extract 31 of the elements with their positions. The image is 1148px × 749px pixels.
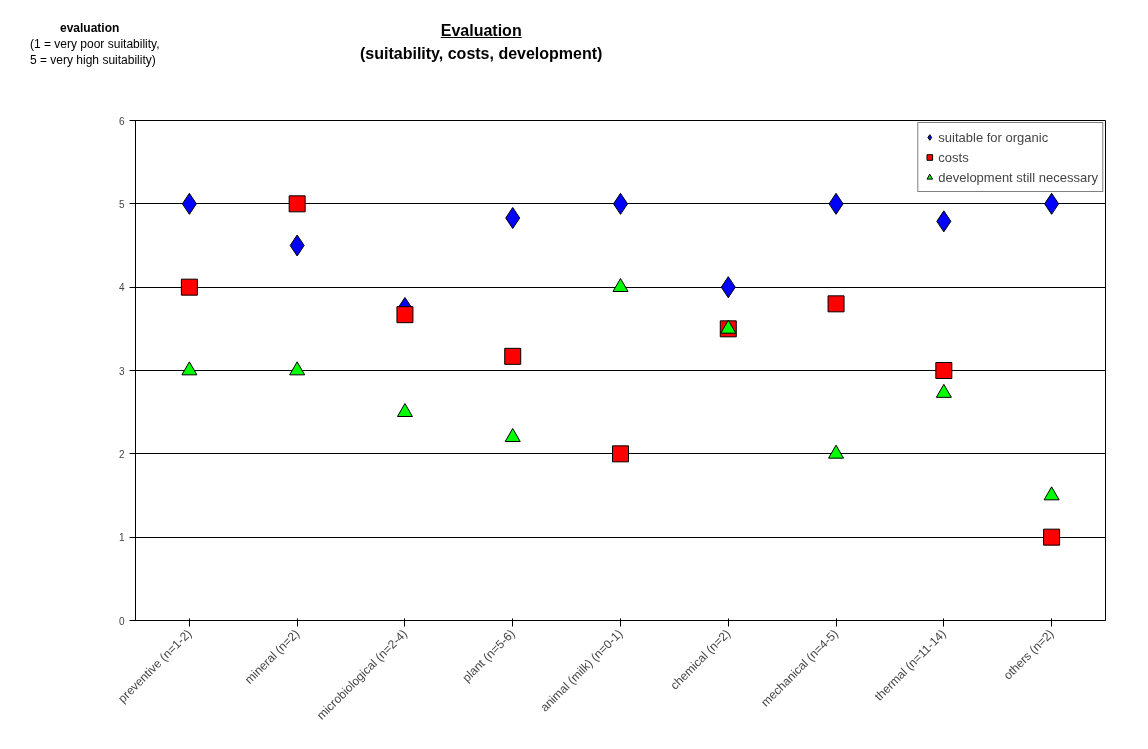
y-tick-label: 2: [118, 448, 125, 460]
point: [288, 195, 306, 213]
point: [504, 347, 522, 365]
legend-label: costs: [938, 149, 969, 165]
point: [612, 278, 629, 292]
y-tick-label: 5: [118, 198, 125, 210]
point: [935, 362, 953, 379]
y-axis-title: evaluation (1 = very poor suitability, 5 = very high suitability): [30, 20, 160, 68]
y-tick-label: 3: [118, 365, 125, 377]
chart-subtitle: (suitability, costs, development): [360, 44, 603, 62]
point: [180, 278, 198, 296]
y-tick-label: 4: [118, 282, 125, 294]
legend-label: suitable for organic: [938, 129, 1049, 145]
y-tick-label: 0: [118, 615, 125, 627]
legend-label: development still necessary: [938, 169, 1098, 185]
point: [720, 319, 737, 334]
point: [1043, 486, 1060, 501]
point: [827, 295, 845, 313]
point: [505, 207, 521, 229]
point: [935, 383, 952, 398]
point: [289, 361, 306, 376]
point: [612, 445, 629, 463]
point: [396, 403, 413, 417]
point: [396, 306, 414, 324]
y-tick-label: 1: [118, 532, 125, 544]
point: [504, 428, 521, 442]
chart-title: Evaluation: [440, 22, 522, 39]
point: [1043, 528, 1061, 546]
point: [828, 444, 845, 459]
point: [181, 361, 198, 376]
y-tick-label: 6: [118, 115, 125, 127]
